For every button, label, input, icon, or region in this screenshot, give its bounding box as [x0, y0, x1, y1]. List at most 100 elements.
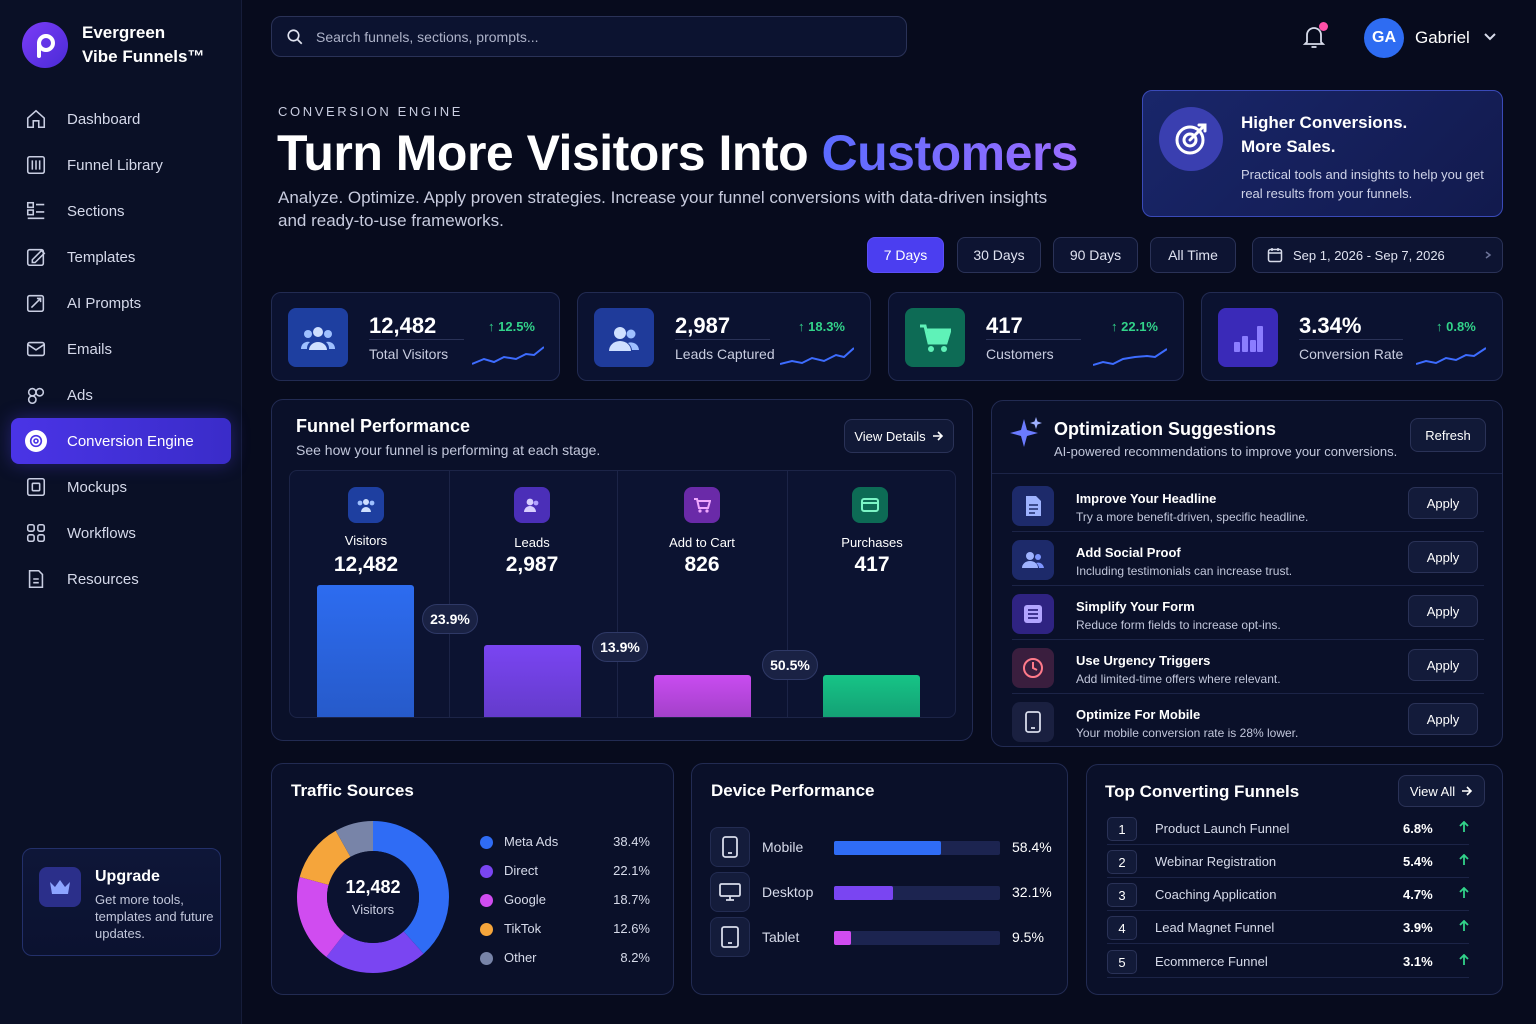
sidebar-item-workflows[interactable]: Workflows — [11, 510, 231, 556]
arrow-up-icon — [1459, 954, 1469, 965]
traffic-donut-chart — [297, 821, 449, 973]
target-icon — [25, 430, 47, 452]
tab-all-time[interactable]: All Time — [1150, 237, 1236, 273]
chevron-down-icon[interactable] — [1483, 31, 1497, 43]
donut-slice-other — [297, 821, 449, 973]
device-bar-track — [834, 931, 1000, 945]
funnel-stage-add-to-cart[interactable]: Add to Cart 826 — [618, 471, 788, 717]
sidebar-item-dashboard[interactable]: Dashboard — [11, 96, 231, 142]
device-bar-track — [834, 886, 1000, 900]
sidebar-item-label: Ads — [67, 386, 93, 404]
panel-title: Top Converting Funnels — [1105, 782, 1300, 801]
legend-pct: 12.6% — [613, 921, 650, 936]
mail-icon — [26, 341, 46, 357]
sidebar-item-resources[interactable]: Resources — [11, 556, 231, 602]
page-title-accent: Customers — [821, 125, 1079, 181]
apply-button[interactable]: Apply — [1408, 595, 1478, 627]
kpi-divider — [986, 339, 1081, 340]
kpi-conversion-rate[interactable]: 3.34% Conversion Rate ↑ 0.8% — [1201, 292, 1503, 381]
notification-bell[interactable] — [1302, 22, 1328, 55]
tab-30-days[interactable]: 30 Days — [957, 237, 1041, 273]
library-icon — [26, 155, 46, 175]
sections-icon — [26, 201, 45, 220]
upgrade-card[interactable]: Upgrade Get more tools, templates and fu… — [22, 848, 221, 956]
page-subtitle: Analyze. Optimize. Apply proven strategi… — [278, 188, 1048, 230]
funnel-row[interactable]: 2 Webinar Registration 5.4% — [1107, 845, 1469, 878]
legend-name: Direct — [504, 863, 538, 878]
donut-slice-google — [297, 821, 449, 973]
suggestion-description: Including testimonials can increase trus… — [1076, 564, 1293, 578]
donut-hole — [327, 851, 419, 943]
suggestion-title: Improve Your Headline — [1076, 491, 1217, 506]
suggestion-description: Try a more benefit-driven, specific head… — [1076, 510, 1309, 524]
funnel-row[interactable]: 3 Coaching Application 4.7% — [1107, 878, 1469, 911]
refresh-button[interactable]: Refresh — [1410, 418, 1486, 452]
kpi-change-value: 12.5% — [498, 319, 535, 334]
panel-subtitle: AI-powered recommendations to improve yo… — [1054, 444, 1398, 459]
sparkline — [1093, 348, 1167, 366]
conversion-rate-pill: 50.5% — [762, 650, 818, 680]
legend-pct: 8.2% — [620, 950, 650, 965]
apply-button[interactable]: Apply — [1408, 487, 1478, 519]
sidebar-item-ads[interactable]: Ads — [11, 372, 231, 418]
workflows-icon — [26, 523, 46, 543]
document-icon — [1012, 486, 1054, 526]
form-icon — [1012, 594, 1054, 634]
kpi-label: Leads Captured — [675, 346, 775, 362]
kpi-customers[interactable]: 417 Customers ↑ 22.1% — [888, 292, 1184, 381]
sidebar-item-label: Templates — [67, 248, 136, 266]
date-range-value: Sep 1, 2026 - Sep 7, 2026 — [1293, 247, 1445, 263]
sidebar-item-funnel-library[interactable]: Funnel Library — [11, 142, 231, 188]
tab-90-days[interactable]: 90 Days — [1053, 237, 1138, 273]
brand-logo[interactable]: Evergreen Vibe Funnels™ — [22, 21, 205, 69]
device-row-tablet: Tablet 9.5% — [710, 917, 1050, 957]
kpi-leads-captured[interactable]: 2,987 Leads Captured ↑ 18.3% — [577, 292, 871, 381]
funnel-row[interactable]: 5 Ecommerce Funnel 3.1% — [1107, 945, 1469, 978]
panel-title: Optimization Suggestions — [1054, 419, 1277, 439]
suggestion-row: Simplify Your Form Reduce form fields to… — [1012, 586, 1484, 640]
funnel-name: Ecommerce Funnel — [1155, 954, 1268, 969]
sidebar-item-label: Dashboard — [67, 110, 141, 128]
view-details-button[interactable]: View Details — [844, 419, 954, 453]
sidebar-item-ai-prompts[interactable]: AI Prompts — [11, 280, 231, 326]
funnel-stage-purchases[interactable]: Purchases 417 — [788, 471, 956, 717]
view-all-button[interactable]: View All — [1398, 775, 1485, 807]
apply-button[interactable]: Apply — [1408, 649, 1478, 681]
user-name[interactable]: Gabriel — [1415, 28, 1470, 47]
donut-total-label: Visitors — [351, 902, 395, 917]
sidebar-item-templates[interactable]: Templates — [11, 234, 231, 280]
funnel-rate: 6.8% — [1403, 821, 1433, 836]
arrow-up-icon — [1459, 821, 1469, 832]
sidebar-item-sections[interactable]: Sections — [11, 188, 231, 234]
sidebar-item-emails[interactable]: Emails — [11, 326, 231, 372]
eyebrow-label: CONVERSION ENGINE — [278, 104, 464, 119]
rank-badge: 1 — [1107, 817, 1137, 841]
brand-name-line1: Evergreen — [82, 23, 166, 42]
device-name: Tablet — [762, 929, 800, 945]
date-range-picker[interactable]: Sep 1, 2026 - Sep 7, 2026 — [1252, 237, 1503, 273]
funnel-row[interactable]: 4 Lead Magnet Funnel 3.9% — [1107, 911, 1469, 944]
suggestion-title: Use Urgency Triggers — [1076, 653, 1211, 668]
apply-button[interactable]: Apply — [1408, 703, 1478, 735]
sparkle-icon — [1010, 417, 1042, 447]
apply-button[interactable]: Apply — [1408, 541, 1478, 573]
kpi-total-visitors[interactable]: 12,482 Total Visitors ↑ 12.5% — [271, 292, 560, 381]
user-icon — [514, 487, 550, 523]
sidebar-item-mockups[interactable]: Mockups — [11, 464, 231, 510]
funnel-row[interactable]: 1 Product Launch Funnel 6.8% — [1107, 812, 1469, 845]
sparkline — [472, 346, 544, 365]
search-input[interactable] — [316, 28, 856, 45]
sidebar-item-label: AI Prompts — [67, 294, 142, 312]
sidebar-item-conversion-engine[interactable]: Conversion Engine — [11, 418, 231, 464]
funnel-bar-purchases — [823, 675, 920, 717]
legend-name: Other — [504, 950, 537, 965]
tab-7-days[interactable]: 7 Days — [867, 237, 944, 273]
funnel-stage-visitors[interactable]: Visitors 12,482 — [290, 471, 450, 717]
brand-name-line2: Vibe Funnels™ — [82, 47, 205, 66]
kpi-divider — [1299, 339, 1403, 340]
legend-item: Other 8.2% — [480, 948, 650, 968]
funnel-stage-leads[interactable]: Leads 2,987 — [450, 471, 618, 717]
search-bar[interactable] — [271, 16, 907, 57]
templates-icon — [26, 248, 46, 267]
avatar[interactable]: GA — [1364, 18, 1404, 58]
